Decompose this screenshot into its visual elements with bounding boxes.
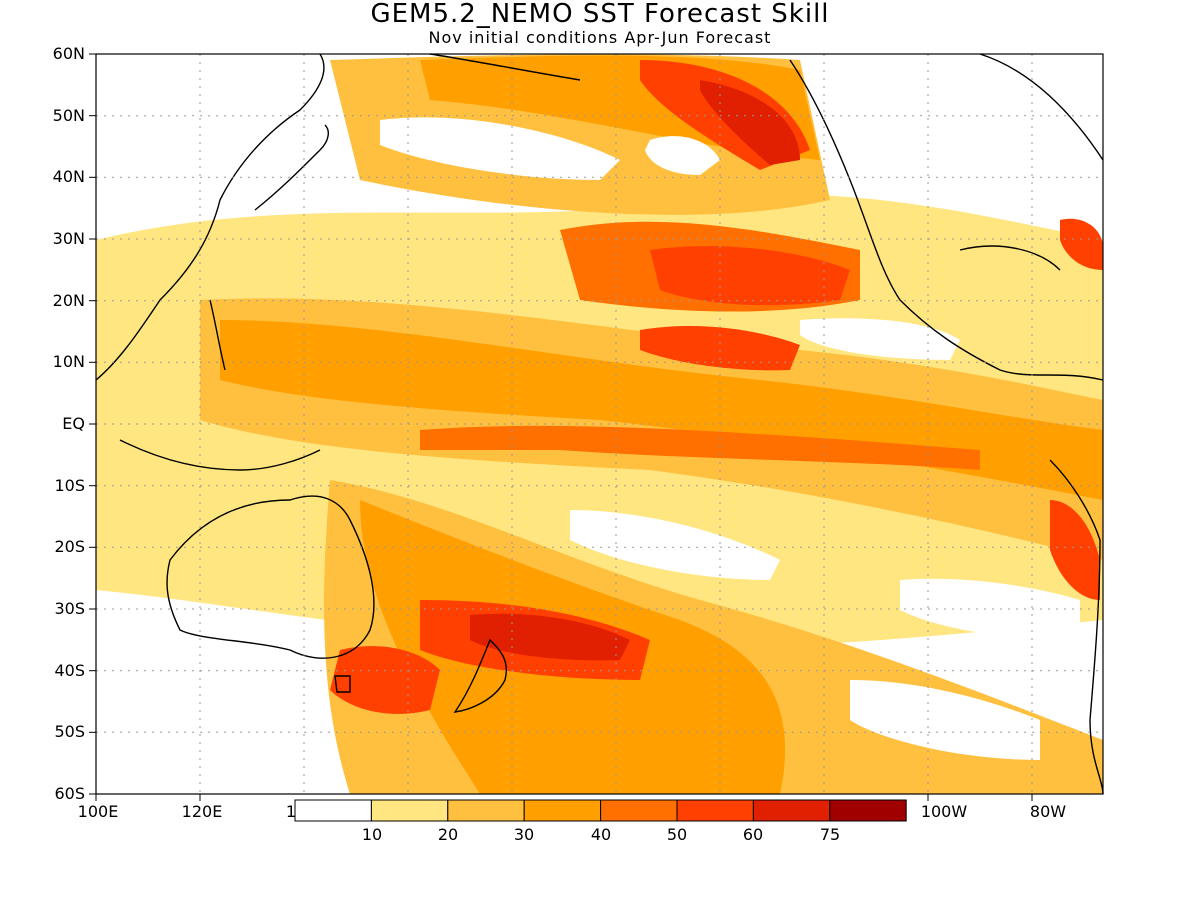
colorbar-label-60: 60	[742, 825, 764, 844]
skill-core-np-red	[650, 246, 850, 306]
lon-label-120e: 120E	[181, 802, 223, 821]
gridlines	[96, 54, 1103, 795]
north-america-coast	[789, 59, 1104, 381]
indonesia-outline	[119, 439, 321, 471]
skill-core-gulf-dark	[700, 80, 800, 165]
australia-outline	[166, 495, 375, 659]
lat-label-eq: EQ	[62, 414, 85, 433]
lat-label-30n: 30N	[52, 229, 85, 248]
axis-ticks	[89, 53, 1033, 801]
low-skill-sw	[96, 676, 250, 765]
lat-label-60n: 60N	[52, 44, 85, 63]
low-skill-sepac	[570, 510, 780, 580]
colorbar-swatch-2	[447, 799, 525, 822]
lat-label-40n: 40N	[52, 167, 85, 186]
lat-label-10n: 10N	[52, 352, 85, 371]
map-title: GEM5.2_NEMO SST Forecast Skill	[370, 0, 830, 29]
coastlines	[95, 53, 1104, 795]
east-na-coast	[979, 53, 1104, 161]
lat-label-20s: 20S	[54, 537, 85, 556]
lon-label-100e: 100E	[77, 802, 119, 821]
lat-label-10s: 10S	[54, 476, 85, 495]
low-skill-chile	[900, 578, 1080, 640]
lat-label-20n: 20N	[52, 291, 85, 310]
colorbar-label-30: 30	[513, 825, 535, 844]
colorbar-swatch-1	[370, 799, 449, 822]
colorbar-swatch-3	[523, 799, 602, 822]
colorbar-label-40: 40	[590, 825, 612, 844]
colorbar-label-10: 10	[361, 825, 383, 844]
skill-core-10n	[640, 325, 800, 371]
low-skill-south	[850, 680, 1040, 760]
colorbar-swatch-7	[829, 799, 907, 822]
lon-label-80w: 80W	[1029, 802, 1067, 821]
skill-core-gulfstream	[1060, 218, 1103, 270]
lat-label-50s: 50S	[54, 722, 85, 741]
skill-field	[96, 54, 1103, 794]
low-skill-baja	[800, 318, 960, 360]
gulf-coast	[959, 245, 1061, 271]
map-subtitle: Nov initial conditions Apr-Jun Forecast	[428, 28, 772, 47]
colorbar-swatch-6	[752, 799, 831, 822]
south-america-coast	[1049, 459, 1104, 795]
colorbar-swatch-5	[676, 799, 754, 822]
colorbar	[294, 799, 907, 822]
lat-label-40s: 40S	[54, 661, 85, 680]
philippines-outline	[209, 299, 226, 371]
skill-core-southam	[1050, 500, 1100, 600]
colorbar-label-75: 75	[819, 825, 841, 844]
low-skill-north	[380, 117, 620, 180]
skill-core-eq	[420, 425, 980, 470]
low-skill-npac	[645, 136, 720, 175]
skill-core-tasman	[330, 646, 440, 714]
lat-label-60s: 60S	[54, 784, 85, 803]
alaska-coast	[429, 53, 581, 81]
colorbar-label-50: 50	[666, 825, 688, 844]
tasmania-outline	[334, 675, 351, 693]
lon-label-partial: 1	[285, 802, 297, 821]
colorbar-swatch-4	[600, 799, 678, 822]
new-zealand-outline	[453, 638, 507, 713]
lon-label-100w: 100W	[920, 802, 968, 821]
lat-label-50n: 50N	[52, 106, 85, 125]
colorbar-label-20: 20	[437, 825, 459, 844]
japan-outline	[254, 124, 329, 211]
asia-coast	[95, 53, 325, 381]
colorbar-swatch-0	[294, 799, 372, 822]
lat-label-30s: 30S	[54, 599, 85, 618]
skill-core-sp-dark	[470, 613, 630, 661]
